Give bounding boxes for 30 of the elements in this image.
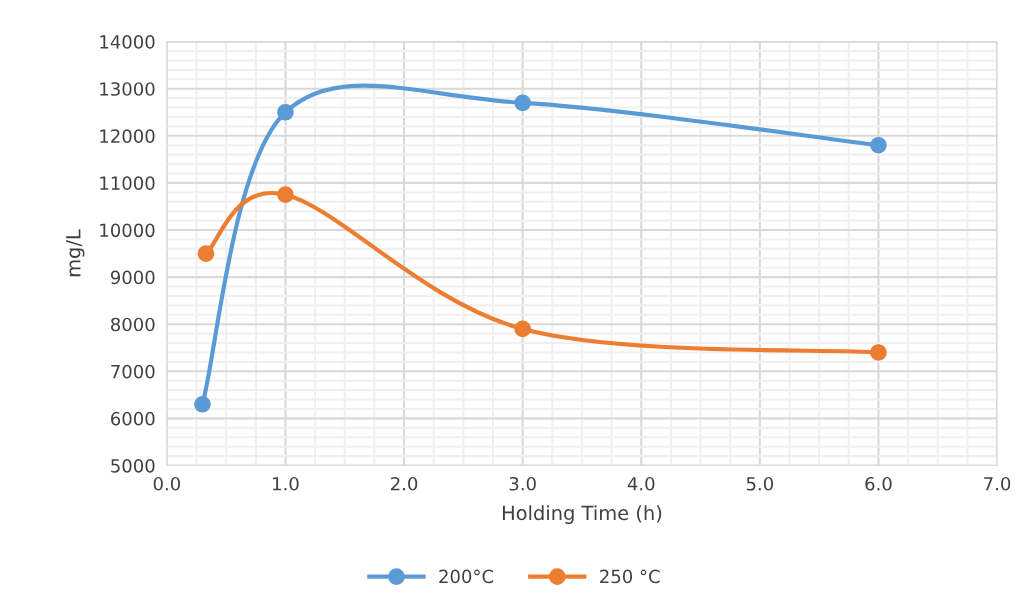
point <box>194 395 211 413</box>
point <box>870 136 887 154</box>
x-tick-label: 5.0 <box>746 476 773 491</box>
x-tick-label: 7.0 <box>984 476 1011 491</box>
y-tick-label: 14000 <box>100 35 155 49</box>
y-tick-label: 6000 <box>111 411 155 426</box>
x-tick-label: 6.0 <box>865 476 892 491</box>
point <box>870 344 887 361</box>
point <box>514 320 531 338</box>
x-tick-label: 2.0 <box>391 476 418 491</box>
point <box>277 103 294 121</box>
y-tick-label: 5000 <box>111 458 155 473</box>
legend-label: 250 °C <box>600 569 660 584</box>
x-tick-label: 0.0 <box>153 476 181 491</box>
y-axis-title: mg/L <box>66 229 85 277</box>
y-tick-label: 9000 <box>110 270 155 285</box>
point <box>514 94 531 112</box>
y-tick-label: 13000 <box>100 82 155 96</box>
x-axis-title: Holding Time (h) <box>502 505 662 525</box>
x-tick-label: 3.0 <box>509 476 536 491</box>
point <box>197 245 215 262</box>
legend-label: 200°C <box>439 569 494 584</box>
y-tick-label: 10000 <box>100 223 155 238</box>
y-tick-label: 12000 <box>100 129 155 143</box>
y-tick-label: 7000 <box>111 364 155 379</box>
x-tick-label: 4.0 <box>627 476 655 491</box>
y-tick-label: 8000 <box>111 317 155 332</box>
x-tick-label: 1.0 <box>273 476 299 491</box>
y-tick-label: 11000 <box>100 176 155 191</box>
point <box>277 186 294 204</box>
